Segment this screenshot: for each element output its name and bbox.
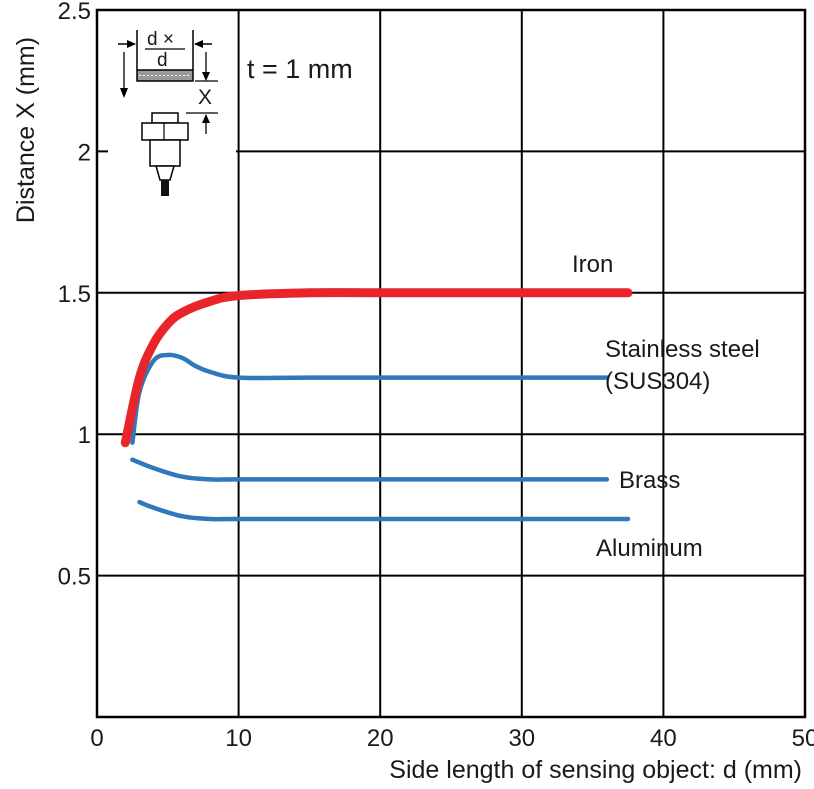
x-tick-label-5: 50 (792, 725, 814, 752)
series-label-stainless-steel-line2: (SUS304) (605, 368, 710, 395)
x-axis-title: Side length of sensing object: d (mm) (389, 756, 802, 784)
y-tick-label-0: 0.5 (58, 564, 91, 591)
inset-label-x: X (198, 86, 212, 109)
inset-arrowhead-left (127, 40, 136, 48)
series-line-iron (120, 288, 633, 448)
inset-note-background (240, 50, 362, 86)
inset-sensor-cable (161, 180, 169, 196)
inset-sensor-head (151, 112, 179, 124)
inset-left-arrowhead (120, 88, 128, 98)
inset-diagram: d × d X (108, 14, 236, 204)
y-axis-title: Distance X (mm) (12, 37, 40, 223)
x-tick-label-3: 30 (508, 725, 535, 752)
inset-x-arrowhead-top (202, 72, 210, 81)
series-label-brass: Brass (619, 467, 680, 494)
inset-arrowhead-right (194, 40, 203, 48)
x-tick-label-2: 20 (367, 725, 394, 752)
y-tick-label-3: 2 (78, 139, 91, 166)
x-tick-label-1: 10 (225, 725, 252, 752)
y-tick-labels: 0.5 1 1.5 2 2.5 (58, 0, 91, 591)
inset-sensor-nut (141, 122, 189, 141)
inset-x-arrowhead-bottom (202, 114, 210, 123)
series-line-brass (130, 457, 610, 482)
plot-frame (95, 8, 807, 719)
y-tick-label-2: 1.5 (58, 281, 91, 308)
series-lines (120, 288, 633, 522)
y-tick-label-4: 2.5 (58, 0, 91, 25)
inset-sensor-tail (155, 165, 175, 181)
series-line-aluminum (137, 499, 631, 522)
series-line-stainless-steel (130, 352, 610, 445)
inset-note: t = 1 mm (247, 54, 353, 84)
series-label-iron: Iron (572, 251, 613, 278)
inset-label-d-times: d × (147, 29, 174, 50)
x-tick-label-0: 0 (90, 725, 103, 752)
y-tick-label-1: 1 (78, 422, 91, 449)
inset-sensor-body (149, 139, 181, 167)
x-tick-label-4: 40 (650, 725, 677, 752)
inset-label-d: d (157, 50, 168, 71)
x-tick-labels: 0 10 20 30 40 50 (90, 725, 814, 752)
series-label-stainless-steel: Stainless steel (605, 336, 760, 363)
series-label-aluminum: Aluminum (596, 535, 703, 562)
series-labels: Iron Stainless steel (SUS304) Brass Aluminum (572, 251, 760, 562)
grid (97, 10, 805, 717)
